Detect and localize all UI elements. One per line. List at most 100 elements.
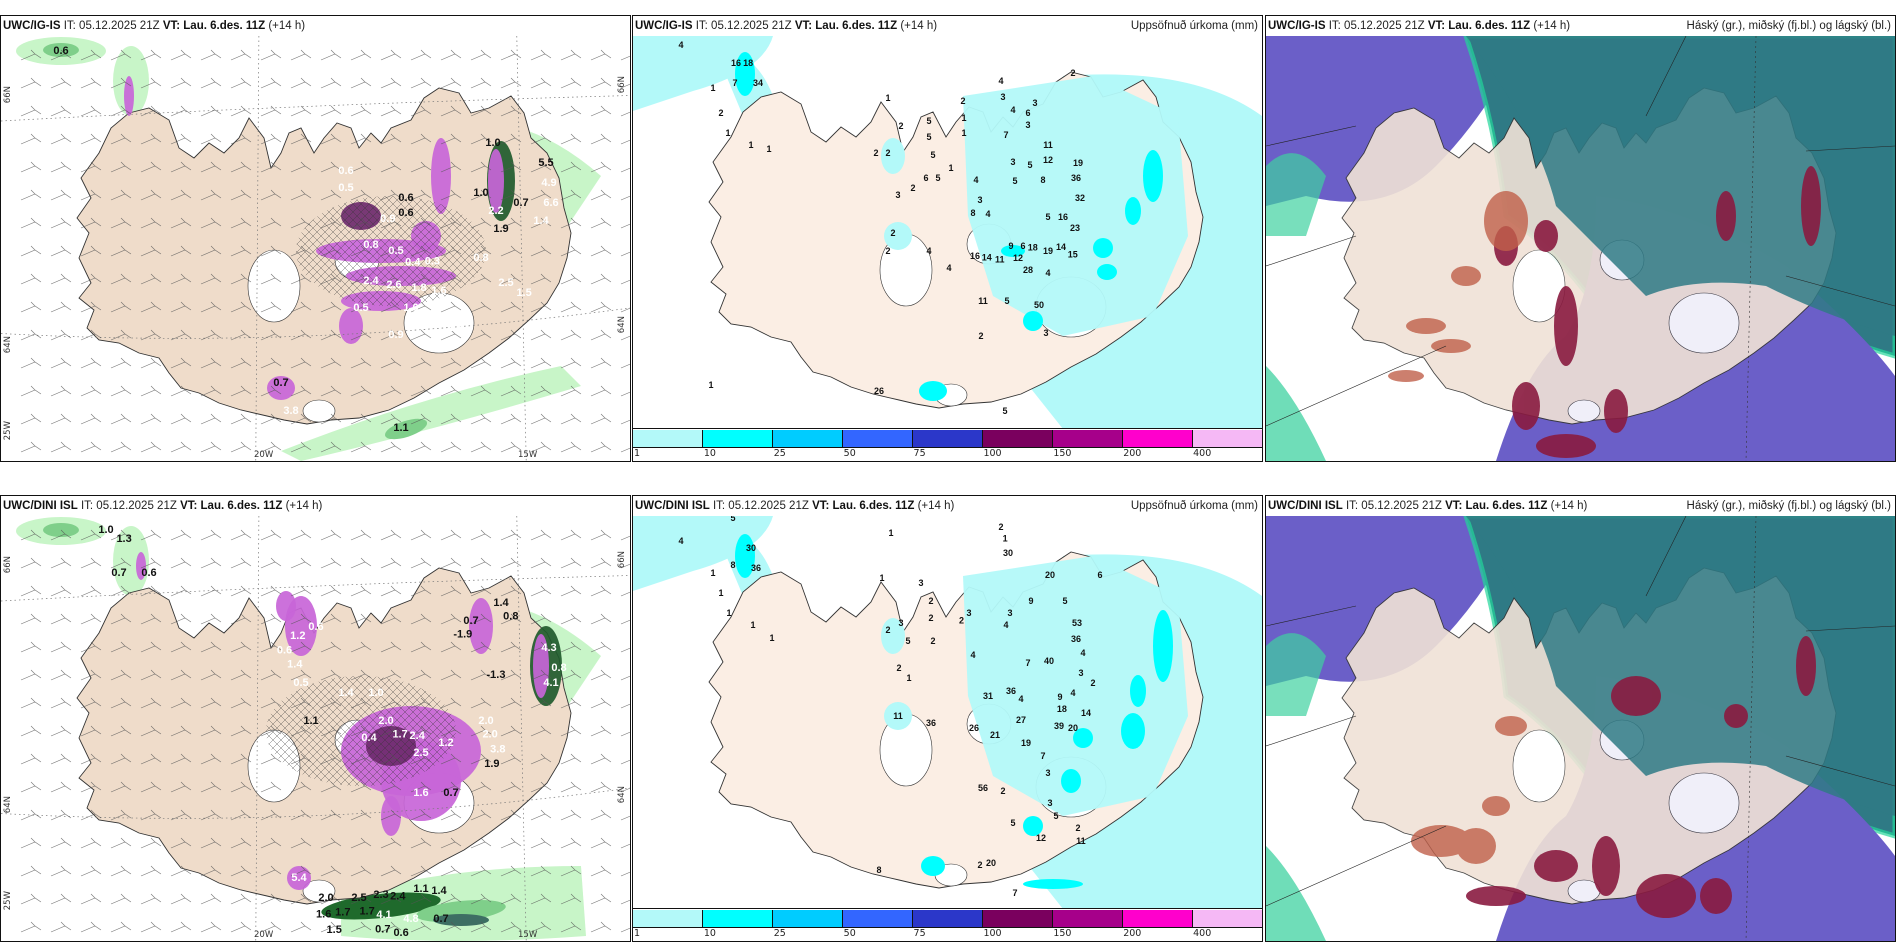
wind-barb xyxy=(110,837,132,849)
wind-barb xyxy=(560,441,582,453)
precip-cell xyxy=(276,591,296,621)
wind-barb xyxy=(590,865,612,877)
accum-area xyxy=(1061,769,1081,793)
accum-value-label: 11 xyxy=(893,711,903,721)
wind-barb xyxy=(530,669,552,681)
accum-value-label: 14 xyxy=(982,253,992,263)
wind-barb xyxy=(440,921,462,933)
wind-barb xyxy=(20,865,42,877)
wind-barb xyxy=(440,865,462,877)
wind-barb xyxy=(260,49,282,61)
precip-value-label: 2.5 xyxy=(351,892,366,904)
legend-tick-label: 200 xyxy=(1123,448,1142,459)
wind-barb xyxy=(380,329,402,341)
wind-barb xyxy=(20,217,42,229)
lon-line xyxy=(1745,36,1757,461)
model-name: UWC/DINI ISL xyxy=(1268,500,1343,512)
wind-barb xyxy=(350,837,372,849)
wind-barb xyxy=(410,641,432,653)
wind-barb xyxy=(80,921,102,933)
high-cloud-area xyxy=(1466,36,1895,336)
wind-barb xyxy=(260,781,282,793)
wind-barb xyxy=(350,921,372,933)
wind-barb xyxy=(290,413,312,425)
wind-barb xyxy=(80,893,102,905)
accum-value-label: 36 xyxy=(751,563,761,573)
wind-barb xyxy=(560,529,582,541)
wind-barb xyxy=(560,77,582,89)
wind-barb xyxy=(290,781,312,793)
wind-barb xyxy=(260,837,282,849)
wind-barb xyxy=(50,893,72,905)
lat-line-66n xyxy=(1,575,630,602)
map-precip-wind[interactable]: 0.6 1.0 0.6 0.6 1.0 0.6 0.5 0.9 0.8 0.5 0.4 0.3 2.4 2… xyxy=(1,36,630,461)
precip-value-label: 2.5 xyxy=(413,747,428,759)
wind-barb xyxy=(500,893,522,905)
wind-barb xyxy=(200,217,222,229)
wind-barb xyxy=(200,133,222,145)
map-cloud-cover[interactable] xyxy=(1266,36,1895,461)
map-accum-precip[interactable]: 5 4 1 2 30 8 36 1 1 1 1 1 1 3 3 2 2 3 2 5 2 2 1 2 4 7 3 4 5 9 20 1 30 53 6… xyxy=(633,516,1262,909)
lead-time: (+14 h) xyxy=(285,500,323,512)
accum-value-label: 14 xyxy=(1056,242,1066,252)
wind-barb xyxy=(260,669,282,681)
accum-value-label: 1 xyxy=(725,128,730,138)
it-value: 05.12.2025 21Z xyxy=(79,20,160,32)
panel-igis-accum: UWC/IG-IS IT: 05.12.2025 21Z VT: Lau. 6.… xyxy=(632,15,1263,462)
precip-value-label: 2.0 xyxy=(318,892,333,904)
wind-barb xyxy=(380,441,402,453)
wind-barb xyxy=(260,329,282,341)
precip-value-label: 2.4 xyxy=(410,730,426,742)
grid-line xyxy=(1785,755,1895,787)
wind-barb xyxy=(290,809,312,821)
low-cloud-area xyxy=(1534,220,1558,252)
wind-barb xyxy=(140,865,162,877)
wind-barb xyxy=(560,865,582,877)
wind-barb xyxy=(440,133,462,145)
wind-barb xyxy=(260,585,282,597)
map-cloud-cover[interactable] xyxy=(1266,516,1895,941)
accum-value-label: 1 xyxy=(769,633,774,643)
wind-barb xyxy=(470,385,492,397)
wind-barb xyxy=(440,161,462,173)
accum-value-label: 19 xyxy=(1021,738,1031,748)
accum-value-label: 4 xyxy=(1045,268,1050,278)
accum-value-label: 3 xyxy=(1078,668,1083,678)
grid-line xyxy=(1266,605,1357,627)
wind-barb xyxy=(620,223,630,229)
wind-barb xyxy=(170,725,192,737)
wind-barb xyxy=(320,357,342,369)
legend-swatch xyxy=(843,910,913,927)
map-precip-wind[interactable]: 1.0 1.3 0.7 0.6 1.4 0.8 0.7 -1.9 1.1 -1.3 0.6 1.2 0.… xyxy=(1,516,630,941)
low-cloud-area xyxy=(1554,286,1578,366)
wind-barb xyxy=(200,105,222,117)
wind-barb xyxy=(20,697,42,709)
wind-barb xyxy=(350,893,372,905)
wind-barb xyxy=(80,613,102,625)
wind-barb xyxy=(230,781,252,793)
precip-cell xyxy=(469,598,493,654)
wind-barb xyxy=(290,921,312,933)
accum-value-label: 1 xyxy=(961,128,966,138)
wind-barb xyxy=(410,893,432,905)
wind-barb xyxy=(380,585,402,597)
legend-ticks: 1 10 25 50 75 100 150 200 400 xyxy=(633,448,1262,460)
wind-barb xyxy=(230,585,252,597)
wind-barb xyxy=(320,837,342,849)
wind-barb xyxy=(140,77,162,89)
wind-barb xyxy=(200,613,222,625)
wind-barb xyxy=(530,697,552,709)
legend-swatch xyxy=(1123,430,1193,447)
wind-barb xyxy=(410,697,432,709)
wind-barb xyxy=(620,787,630,793)
accum-value-label: 2 xyxy=(898,121,903,131)
wind-barb xyxy=(140,413,162,425)
lat-label-right: 66N xyxy=(617,551,627,569)
wind-barb xyxy=(20,809,42,821)
wind-barb xyxy=(410,557,432,569)
map-accum-precip[interactable]: 4 16 18 7 34 1 2 1 1 1 1 2 2 2 5 5 5 6 5 2 3 2 1 1 4 3 4 6 3 7 3 11 12 3 5… xyxy=(633,36,1262,429)
wind-barb xyxy=(140,217,162,229)
it-label: IT: xyxy=(1328,20,1341,32)
wind-barb xyxy=(440,385,462,397)
